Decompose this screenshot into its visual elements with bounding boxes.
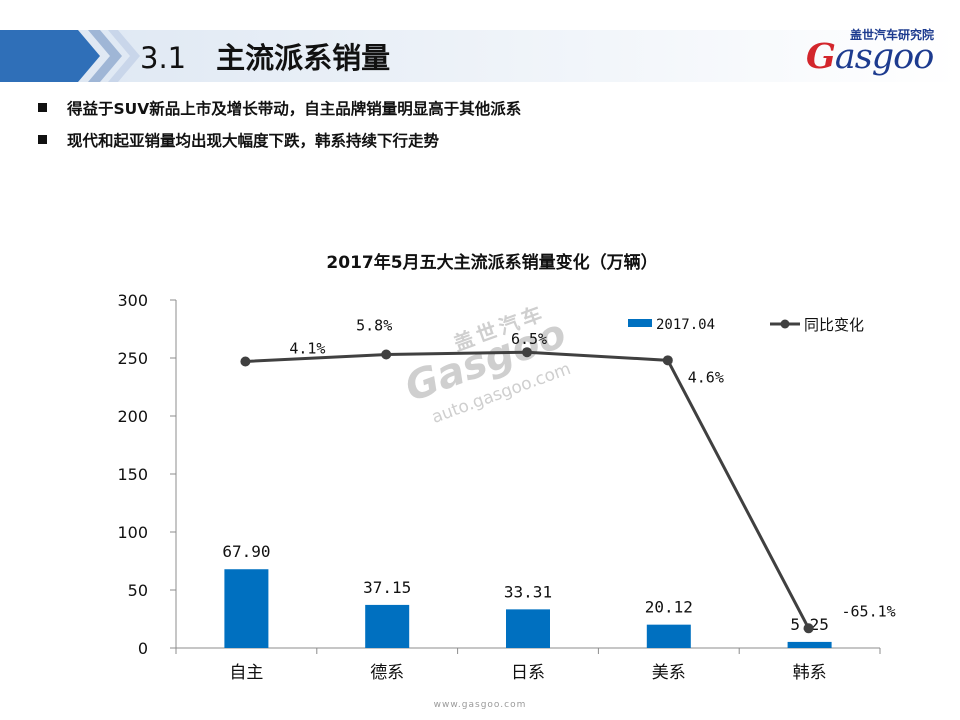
line-point bbox=[522, 347, 532, 358]
section-number: 3.1 bbox=[140, 41, 187, 75]
bullet-item: 得益于SUV新品上市及增长带动，自主品牌销量明显高于其他派系 bbox=[38, 96, 918, 128]
y-tick-label: 200 bbox=[117, 407, 148, 426]
legend-label-line: 同比变化 bbox=[804, 316, 864, 334]
title-text: 主流派系销量 bbox=[216, 41, 391, 75]
logo-cn-text: 盖世汽车研究院 bbox=[850, 28, 935, 42]
bar-data-label: 33.31 bbox=[504, 582, 552, 601]
bullet-square-icon bbox=[38, 103, 47, 112]
legend-bar-swatch bbox=[628, 319, 652, 327]
bar bbox=[506, 609, 550, 648]
logo-en-text: Gasgoo bbox=[806, 36, 934, 77]
bullet-square-icon bbox=[38, 135, 47, 144]
gasgoo-logo: 盖世汽车研究院 Gasgoo bbox=[806, 26, 946, 78]
y-tick-label: 100 bbox=[117, 523, 148, 542]
bullet-item: 现代和起亚销量均出现大幅度下跌，韩系持续下行走势 bbox=[38, 128, 918, 160]
line-data-label: 5.8% bbox=[356, 317, 392, 335]
x-tick-label: 自主 bbox=[229, 663, 263, 683]
line-data-label: -65.1% bbox=[842, 602, 896, 620]
x-tick-label: 韩系 bbox=[793, 663, 827, 683]
line-point bbox=[662, 355, 673, 366]
bar bbox=[224, 569, 269, 648]
header-blue-block bbox=[0, 30, 100, 82]
watermark: 盖世汽车 Gasgoo auto.gasgoo.com bbox=[399, 300, 573, 428]
legend-label-bar: 2017.04 bbox=[656, 317, 715, 333]
legend-line-marker bbox=[780, 319, 790, 329]
bar bbox=[646, 624, 691, 648]
line-data-label: 4.6% bbox=[688, 368, 724, 386]
line-data-label: 6.5% bbox=[511, 330, 547, 348]
bar bbox=[787, 641, 832, 648]
footer-url: www.gasgoo.com bbox=[433, 700, 527, 710]
chart: 盖世汽车 Gasgoo auto.gasgoo.com 2017年5月五大主流派… bbox=[117, 252, 896, 683]
y-tick-label: 50 bbox=[128, 581, 148, 600]
chart-title: 2017年5月五大主流派系销量变化（万辆） bbox=[326, 252, 657, 273]
bar-data-label: 37.15 bbox=[363, 578, 411, 597]
y-tick-label: 0 bbox=[138, 639, 148, 658]
x-tick-label: 德系 bbox=[370, 663, 404, 683]
header-band bbox=[0, 30, 960, 82]
x-tick-label: 美系 bbox=[652, 663, 686, 683]
x-tick-label: 日系 bbox=[511, 663, 545, 683]
header-chevron-2 bbox=[108, 30, 140, 82]
line-series: 4.1% 5.8% 6.5% 4.6% -65.1% bbox=[240, 317, 896, 634]
line-point bbox=[381, 349, 392, 360]
bar-data-label: 67.90 bbox=[222, 542, 270, 561]
line-data-label: 4.1% bbox=[289, 339, 325, 357]
header-chevron-1 bbox=[88, 30, 122, 82]
line-point bbox=[240, 356, 251, 367]
bar-data-label: 20.12 bbox=[645, 598, 693, 617]
y-tick-label: 150 bbox=[117, 465, 148, 484]
line-point bbox=[803, 623, 814, 634]
slide-title: 3.1 主流派系销量 bbox=[140, 36, 390, 80]
y-tick-label: 250 bbox=[117, 349, 148, 368]
bullet-list: 得益于SUV新品上市及增长带动，自主品牌销量明显高于其他派系 现代和起亚销量均出… bbox=[38, 96, 918, 160]
bar bbox=[365, 604, 410, 648]
chart-legend: 2017.04 同比变化 bbox=[628, 316, 864, 334]
y-tick-label: 300 bbox=[117, 291, 148, 310]
